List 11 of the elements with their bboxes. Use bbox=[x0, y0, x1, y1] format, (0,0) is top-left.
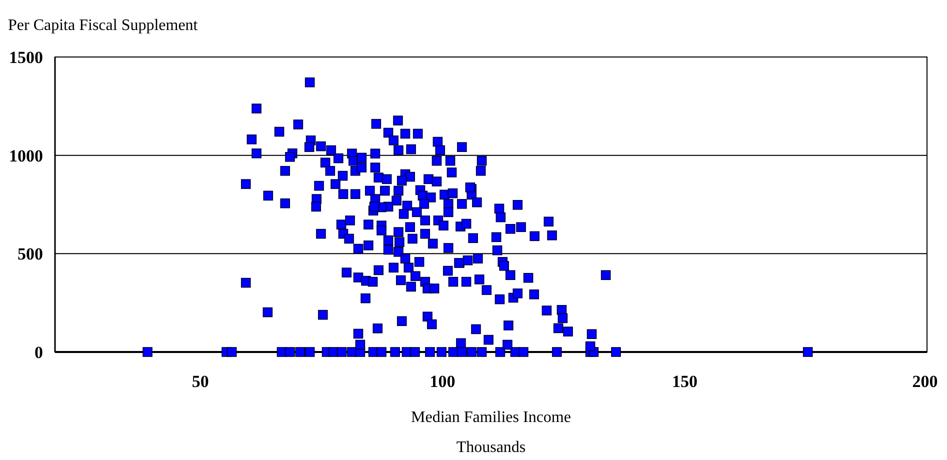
x-axis-title: Median Families Income bbox=[411, 409, 571, 426]
y-axis-title: Per Capita Fiscal Supplement bbox=[8, 17, 198, 34]
x-tick-label: 50 bbox=[192, 372, 209, 391]
y-tick-label: 500 bbox=[18, 244, 43, 264]
y-tick-label: 0 bbox=[34, 342, 43, 362]
y-tick-label: 1000 bbox=[9, 146, 43, 166]
x-tick-label: 100 bbox=[430, 372, 456, 391]
x-tick-label: 200 bbox=[912, 372, 938, 391]
y-tick-label: 1500 bbox=[9, 48, 43, 67]
x-tick-label: 150 bbox=[672, 372, 698, 391]
text: Thousands bbox=[456, 439, 526, 456]
